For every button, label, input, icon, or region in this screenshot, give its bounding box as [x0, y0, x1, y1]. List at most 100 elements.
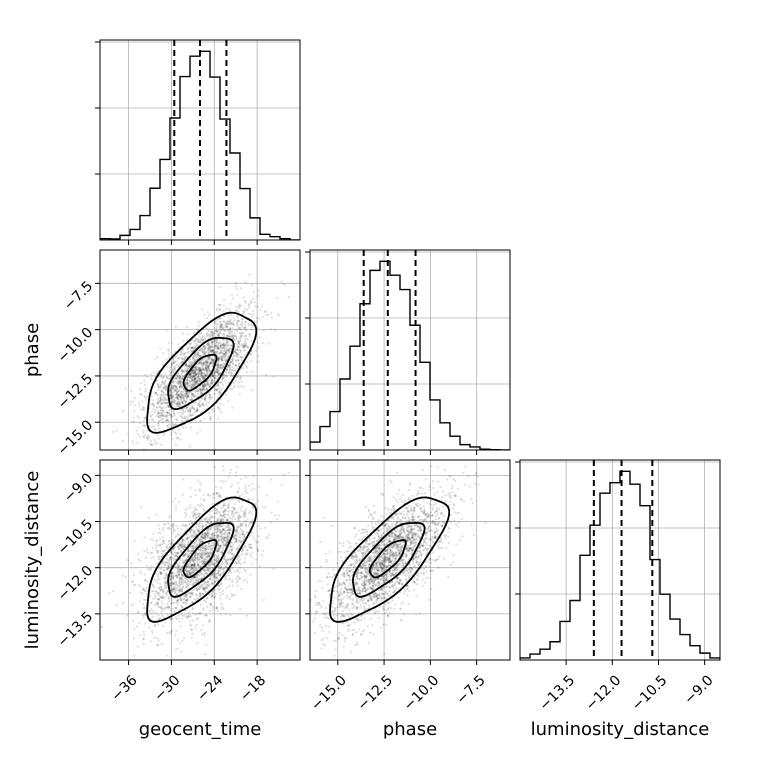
sample-point	[190, 363, 193, 366]
sample-point	[188, 531, 191, 534]
sample-point	[157, 383, 160, 386]
sample-point	[186, 326, 189, 329]
sample-point	[197, 580, 200, 583]
sample-point	[287, 296, 290, 299]
sample-point	[171, 523, 174, 526]
sample-point	[217, 543, 220, 546]
sample-point	[216, 347, 219, 350]
sample-point	[162, 590, 165, 593]
sample-point	[196, 339, 199, 342]
sample-point	[204, 587, 207, 591]
sample-point	[161, 401, 164, 405]
sample-point	[192, 383, 195, 386]
sample-point	[226, 352, 229, 355]
sample-point	[221, 327, 224, 330]
sample-point	[222, 514, 225, 517]
sample-point	[163, 434, 166, 437]
sample-point	[223, 353, 226, 356]
sample-point	[223, 298, 226, 301]
sample-point	[148, 436, 151, 440]
sample-point	[233, 537, 236, 540]
sample-point	[199, 393, 202, 396]
sample-point	[165, 402, 168, 405]
sample-point	[188, 358, 192, 361]
sample-point	[205, 572, 209, 575]
sample-point	[178, 590, 181, 593]
sample-point	[210, 595, 213, 599]
sample-point	[207, 367, 210, 371]
sample-point	[215, 330, 219, 333]
sample-point	[210, 533, 214, 536]
sample-point	[228, 528, 231, 531]
sample-point	[217, 334, 220, 337]
sample-point	[226, 535, 229, 538]
sample-point	[209, 528, 212, 531]
sample-point	[211, 358, 214, 361]
sample-point	[195, 565, 198, 568]
sample-point	[215, 327, 218, 330]
sample-point	[235, 321, 238, 324]
sample-point	[158, 555, 161, 558]
sample-point	[199, 368, 202, 371]
sample-point	[240, 529, 243, 532]
sample-point	[209, 394, 212, 398]
sample-point	[182, 545, 185, 548]
sample-point	[174, 386, 177, 389]
sample-point	[151, 410, 154, 413]
sample-point	[208, 569, 211, 572]
sample-point	[180, 577, 184, 580]
sample-point	[207, 342, 210, 345]
sample-point	[190, 558, 193, 561]
sample-point	[221, 358, 224, 361]
sample-point	[207, 555, 210, 558]
sample-point	[197, 515, 200, 518]
sample-point	[162, 376, 165, 379]
sample-point	[161, 614, 164, 618]
sample-point	[152, 402, 155, 405]
sample-point	[161, 552, 164, 556]
sample-point	[185, 396, 188, 399]
sample-point	[242, 310, 245, 313]
sample-point	[158, 544, 161, 547]
sample-point	[219, 567, 222, 570]
sample-point	[204, 548, 207, 551]
sample-point	[253, 487, 256, 490]
sample-point	[191, 368, 195, 371]
sample-point	[246, 361, 249, 364]
sample-point	[186, 351, 189, 354]
sample-point	[238, 562, 241, 565]
sample-point	[197, 584, 200, 587]
sample-point	[175, 385, 178, 388]
sample-point	[201, 384, 205, 387]
sample-point	[159, 571, 162, 574]
sample-point	[177, 357, 180, 360]
sample-point	[242, 580, 245, 583]
sample-point	[191, 378, 194, 381]
sample-point	[198, 561, 201, 564]
sample-point	[225, 371, 228, 374]
sample-point	[237, 555, 241, 559]
sample-point	[228, 499, 231, 503]
sample-point	[175, 551, 178, 554]
sample-point	[164, 556, 167, 559]
sample-point	[178, 395, 182, 398]
sample-point	[175, 402, 178, 405]
sample-point	[166, 376, 169, 379]
sample-point	[155, 406, 158, 409]
sample-point	[169, 556, 172, 559]
sample-point	[180, 587, 183, 590]
sample-point	[205, 383, 208, 386]
sample-point	[219, 537, 223, 541]
sample-point	[158, 598, 161, 601]
sample-point	[198, 367, 202, 370]
sample-point	[207, 553, 210, 556]
sample-point	[226, 538, 229, 541]
sample-point	[193, 380, 197, 383]
sample-point	[206, 381, 209, 384]
sample-point	[170, 582, 173, 585]
sample-point	[189, 409, 192, 412]
sample-point	[182, 395, 185, 399]
sample-point	[199, 513, 202, 516]
sample-point	[210, 378, 214, 381]
sample-point	[232, 594, 235, 597]
